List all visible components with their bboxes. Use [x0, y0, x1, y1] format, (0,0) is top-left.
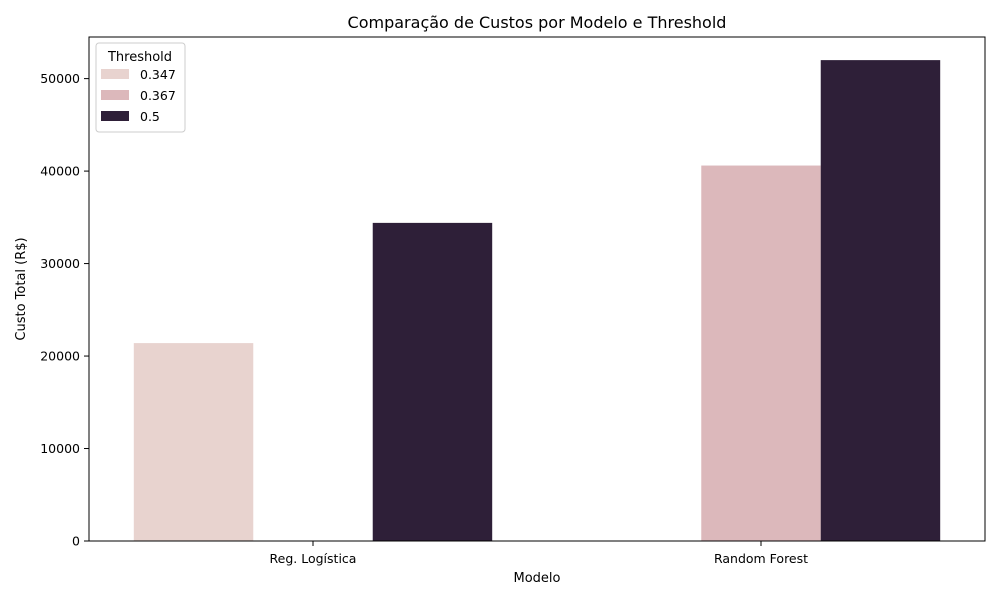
legend-swatch	[101, 90, 129, 100]
legend-swatch	[101, 69, 129, 79]
y-tick-label: 30000	[40, 256, 80, 271]
x-tick-label: Random Forest	[714, 551, 808, 566]
y-tick-label: 40000	[40, 164, 80, 179]
legend: Threshold 0.347 0.367 0.5	[95, 42, 186, 133]
bar-1-2	[820, 60, 941, 542]
legend-label: 0.5	[140, 109, 160, 124]
x-axis-label: Modelo	[514, 571, 561, 586]
legend-box	[95, 42, 186, 133]
plot-frame	[88, 36, 986, 542]
x-axis-ticks: Reg. Logística Random Forest	[270, 541, 808, 566]
y-tick-label: 20000	[40, 349, 80, 364]
legend-label: 0.367	[140, 88, 176, 103]
y-tick-label: 0	[72, 534, 80, 549]
y-axis-label: Custo Total (R$)	[14, 237, 29, 340]
bar-0-2	[372, 222, 493, 541]
bars-group	[133, 60, 941, 542]
y-tick-label: 50000	[40, 71, 80, 86]
y-tick-label: 10000	[40, 441, 80, 456]
y-axis-ticks: 0 10000 20000 30000 40000 50000	[40, 71, 89, 549]
legend-label: 0.347	[140, 67, 176, 82]
bar-0-0	[133, 343, 254, 541]
legend-title: Threshold	[107, 50, 172, 65]
chart-title: Comparação de Custos por Modelo e Thresh…	[348, 13, 727, 32]
x-tick-label: Reg. Logística	[270, 551, 357, 566]
legend-swatch	[101, 111, 129, 121]
bar-1-1	[701, 165, 821, 541]
